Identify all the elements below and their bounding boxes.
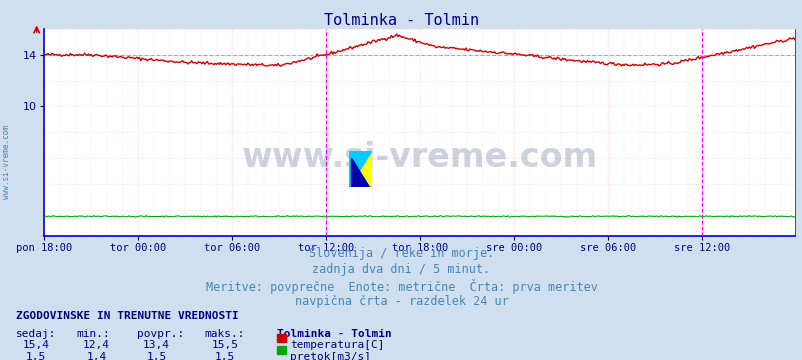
Text: maks.:: maks.: <box>205 329 245 339</box>
Text: Slovenija / reke in morje.: Slovenija / reke in morje. <box>309 247 493 260</box>
Text: 12,4: 12,4 <box>83 340 110 350</box>
Text: 1,4: 1,4 <box>86 352 107 360</box>
Text: www.si-vreme.com: www.si-vreme.com <box>2 125 11 199</box>
Text: Meritve: povprečne  Enote: metrične  Črta: prva meritev: Meritve: povprečne Enote: metrične Črta:… <box>205 279 597 294</box>
Polygon shape <box>351 158 369 187</box>
Text: navpična črta - razdelek 24 ur: navpična črta - razdelek 24 ur <box>294 295 508 308</box>
Text: pretok[m3/s]: pretok[m3/s] <box>290 352 371 360</box>
Polygon shape <box>349 151 371 187</box>
Text: 1,5: 1,5 <box>26 352 47 360</box>
Text: 13,4: 13,4 <box>143 340 170 350</box>
Text: 15,5: 15,5 <box>211 340 238 350</box>
Text: sedaj:: sedaj: <box>16 329 56 339</box>
Polygon shape <box>349 151 371 187</box>
Text: 15,4: 15,4 <box>22 340 50 350</box>
Text: temperatura[C]: temperatura[C] <box>290 340 384 350</box>
Text: Tolminka - Tolmin: Tolminka - Tolmin <box>323 13 479 28</box>
Text: www.si-vreme.com: www.si-vreme.com <box>241 141 597 174</box>
Text: 1,5: 1,5 <box>146 352 167 360</box>
Text: povpr.:: povpr.: <box>136 329 184 339</box>
Text: ZGODOVINSKE IN TRENUTNE VREDNOSTI: ZGODOVINSKE IN TRENUTNE VREDNOSTI <box>16 311 238 321</box>
Text: zadnja dva dni / 5 minut.: zadnja dva dni / 5 minut. <box>312 263 490 276</box>
Text: min.:: min.: <box>76 329 110 339</box>
Text: 1,5: 1,5 <box>214 352 235 360</box>
Text: Tolminka - Tolmin: Tolminka - Tolmin <box>277 329 391 339</box>
